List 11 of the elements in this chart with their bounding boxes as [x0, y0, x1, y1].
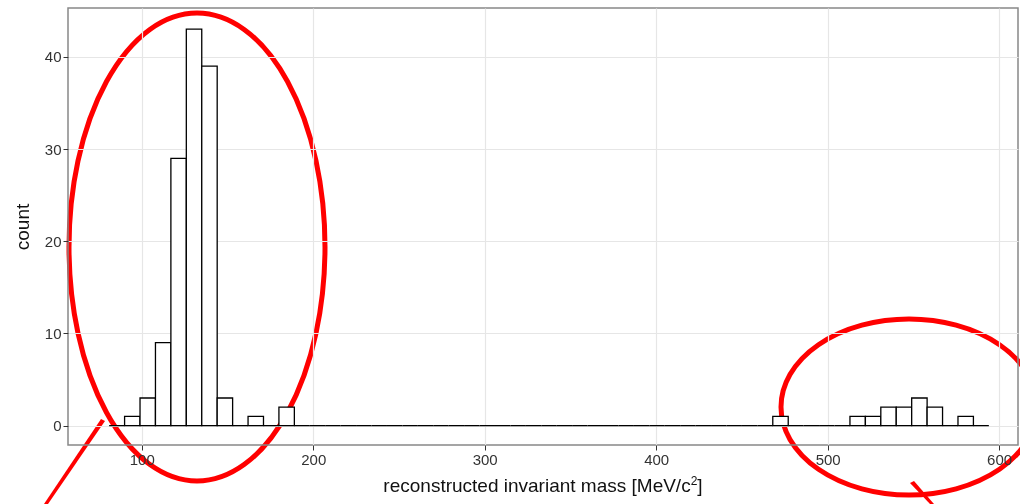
- y-tick-label: 0: [53, 417, 62, 435]
- y-tick-label: 40: [44, 48, 62, 66]
- y-tick-label: 10: [44, 324, 62, 342]
- x-tick-label: 200: [301, 450, 327, 468]
- y-tick-label: 20: [44, 232, 62, 250]
- x-tick-label: 300: [472, 450, 498, 468]
- x-tick-label: 400: [644, 450, 670, 468]
- y-axis-title: count: [11, 203, 33, 251]
- y-tick-label: 30: [44, 140, 62, 158]
- x-axis-title: reconstructed invariant mass [MeV/c$^{2}$]: [382, 474, 704, 498]
- x-tick-label: 500: [815, 450, 841, 468]
